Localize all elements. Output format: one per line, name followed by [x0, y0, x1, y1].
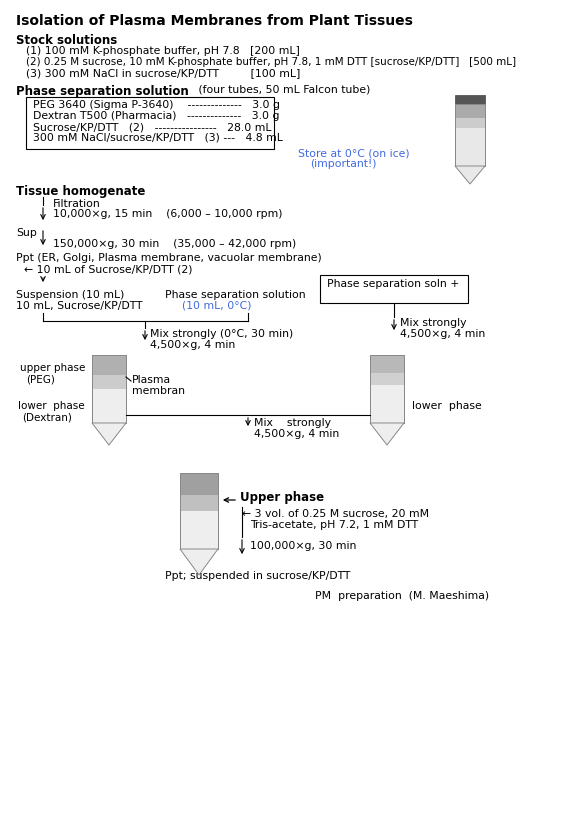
Text: Phase separation solution: Phase separation solution	[16, 85, 189, 98]
Bar	[92, 375, 126, 389]
Text: Plasma: Plasma	[132, 375, 171, 385]
Text: lower  phase: lower phase	[18, 401, 85, 411]
Text: (important!): (important!)	[310, 159, 377, 169]
Text: Filtration: Filtration	[53, 199, 101, 209]
Text: (four tubes, 50 mL Falcon tube): (four tubes, 50 mL Falcon tube)	[195, 85, 371, 95]
Text: Dextran T500 (Pharmacia)   --------------   3.0 g: Dextran T500 (Pharmacia) -------------- …	[33, 111, 280, 121]
Bar	[455, 95, 485, 104]
Text: Phase separation solution: Phase separation solution	[165, 290, 306, 300]
Bar	[92, 355, 126, 375]
Text: Mix strongly (0°C, 30 min): Mix strongly (0°C, 30 min)	[150, 329, 293, 339]
Bar	[180, 473, 218, 549]
Text: 10,000×g, 15 min    (6,000 – 10,000 rpm): 10,000×g, 15 min (6,000 – 10,000 rpm)	[53, 209, 283, 219]
Text: 100,000×g, 30 min: 100,000×g, 30 min	[250, 541, 356, 551]
Text: Upper phase: Upper phase	[240, 491, 324, 504]
Bar	[180, 495, 218, 511]
Text: (PEG): (PEG)	[26, 374, 55, 384]
Bar	[370, 355, 404, 423]
Text: Stock solutions: Stock solutions	[16, 34, 117, 47]
Bar	[92, 355, 126, 423]
Text: Ppt; suspended in sucrose/KP/DTT: Ppt; suspended in sucrose/KP/DTT	[165, 571, 350, 581]
Text: Suspension (10 mL): Suspension (10 mL)	[16, 290, 125, 300]
Text: Tris-acetate, pH 7.2, 1 mM DTT: Tris-acetate, pH 7.2, 1 mM DTT	[250, 520, 418, 530]
Polygon shape	[92, 423, 126, 445]
Text: Sucrose/KP/DTT   (2)   ----------------   28.0 mL: Sucrose/KP/DTT (2) ---------------- 28.0…	[33, 122, 271, 132]
Bar	[455, 104, 485, 166]
Bar	[180, 473, 218, 549]
Text: membran: membran	[132, 386, 185, 396]
Text: (1) 100 mM K-phosphate buffer, pH 7.8   [200 mL]: (1) 100 mM K-phosphate buffer, pH 7.8 [2…	[26, 46, 300, 56]
Text: 4,500×g, 4 min: 4,500×g, 4 min	[254, 429, 340, 439]
Text: PM  preparation  (M. Maeshima): PM preparation (M. Maeshima)	[315, 591, 489, 601]
Polygon shape	[180, 549, 218, 575]
Text: (3) 300 mM NaCl in sucrose/KP/DTT         [100 mL]: (3) 300 mM NaCl in sucrose/KP/DTT [100 m…	[26, 68, 301, 78]
Bar	[180, 473, 218, 495]
Text: Ppt (ER, Golgi, Plasma membrane, vacuolar membrane): Ppt (ER, Golgi, Plasma membrane, vacuola…	[16, 253, 321, 263]
Bar	[92, 355, 126, 423]
Bar	[320, 275, 468, 303]
Text: (10 mL, 0°C): (10 mL, 0°C)	[182, 301, 252, 311]
Text: 10 mL, Sucrose/KP/DTT: 10 mL, Sucrose/KP/DTT	[16, 301, 143, 311]
Text: Phase separation soln +: Phase separation soln +	[327, 279, 459, 289]
Text: Mix strongly: Mix strongly	[400, 318, 466, 328]
Text: PEG 3640 (Sigma P-3640)    --------------   3.0 g: PEG 3640 (Sigma P-3640) -------------- 3…	[33, 100, 280, 110]
Text: ← 3 vol. of 0.25 M sucrose, 20 mM: ← 3 vol. of 0.25 M sucrose, 20 mM	[242, 509, 429, 519]
Text: 150,000×g, 30 min    (35,000 – 42,000 rpm): 150,000×g, 30 min (35,000 – 42,000 rpm)	[53, 239, 296, 249]
Text: 300 mM NaCl/sucrose/KP/DTT   (3) ---   4.8 mL: 300 mM NaCl/sucrose/KP/DTT (3) --- 4.8 m…	[33, 133, 283, 143]
Bar	[455, 104, 485, 166]
Text: 4,500×g, 4 min: 4,500×g, 4 min	[400, 329, 485, 339]
Text: lower  phase: lower phase	[412, 401, 482, 411]
Polygon shape	[370, 423, 404, 445]
Bar	[455, 104, 485, 118]
Text: (2) 0.25 M sucrose, 10 mM K-phosphate buffer, pH 7.8, 1 mM DTT [sucrose/KP/DTT] : (2) 0.25 M sucrose, 10 mM K-phosphate bu…	[26, 57, 516, 67]
Text: ← 10 mL of Sucrose/KP/DTT (2): ← 10 mL of Sucrose/KP/DTT (2)	[24, 264, 192, 274]
Bar	[370, 355, 404, 423]
Text: Mix    strongly: Mix strongly	[254, 418, 331, 428]
Bar	[370, 373, 404, 385]
Text: upper phase: upper phase	[20, 363, 85, 373]
Bar	[370, 355, 404, 373]
Text: (Dextran): (Dextran)	[22, 412, 72, 422]
Text: Store at 0°C (on ice): Store at 0°C (on ice)	[298, 148, 409, 158]
Polygon shape	[455, 166, 485, 184]
Text: Isolation of Plasma Membranes from Plant Tissues: Isolation of Plasma Membranes from Plant…	[16, 14, 413, 28]
Bar	[26, 97, 274, 149]
Bar	[455, 118, 485, 128]
Text: 4,500×g, 4 min: 4,500×g, 4 min	[150, 340, 235, 350]
Text: Tissue homogenate: Tissue homogenate	[16, 185, 146, 198]
Text: Sup: Sup	[16, 228, 37, 238]
